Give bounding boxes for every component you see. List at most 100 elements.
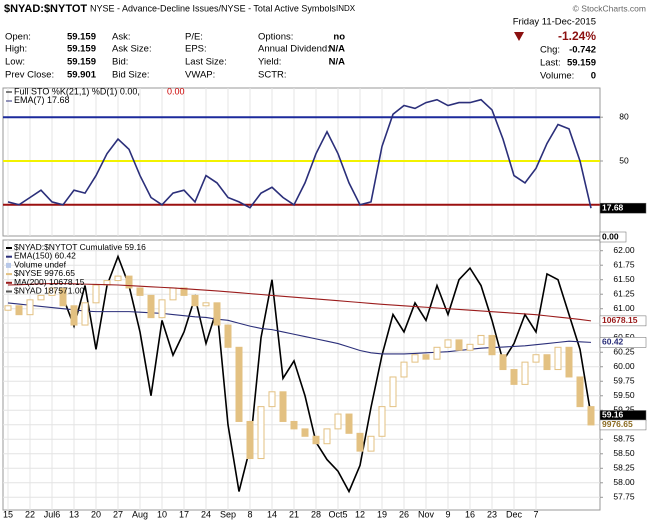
legend-value: 0.00 <box>167 86 185 96</box>
candle <box>378 406 386 437</box>
field-label: P/E: <box>185 32 203 43</box>
down-arrow <box>514 32 524 41</box>
candle <box>477 334 485 345</box>
x-tick-label: 7 <box>533 509 538 519</box>
x-tick-label: Nov <box>418 509 435 519</box>
x-tick-label: 17 <box>179 509 189 519</box>
y-tick-label: 59.25 <box>613 405 635 415</box>
x-tick-label: 12 <box>355 509 365 519</box>
value-tag: 17.68 <box>602 202 624 212</box>
legend-text: Full STO %K(21,1) %D(1) 0.00, <box>14 86 140 96</box>
candle <box>466 343 474 351</box>
y-tick-label: 61.25 <box>613 288 635 298</box>
candle <box>26 299 34 316</box>
field-label: VWAP: <box>185 70 215 81</box>
field-value: no <box>333 32 345 43</box>
field-label: Bid Size: <box>112 70 150 81</box>
x-tick-label: 27 <box>113 509 123 519</box>
field-value: 59.901 <box>67 70 97 81</box>
candle <box>136 287 144 296</box>
x-tick-label: 19 <box>377 509 387 519</box>
y-tick-label: 60.00 <box>613 361 635 371</box>
legend-name: MA(200) <box>14 277 47 287</box>
value-tag: 9976.65 <box>602 419 633 429</box>
field-label: High: <box>5 44 27 55</box>
candle <box>400 361 408 378</box>
y-tick-label: 62.00 <box>613 245 635 255</box>
value-tag-box <box>599 231 627 243</box>
candle <box>125 275 133 289</box>
x-tick-label: 14 <box>267 509 277 519</box>
field-label: Annual Dividend: <box>258 44 330 55</box>
quote-date: Friday 11-Dec-2015 <box>513 17 596 28</box>
candle <box>169 287 177 301</box>
candle <box>180 287 188 296</box>
x-tick-label: 8 <box>247 509 252 519</box>
x-tick-label: 13 <box>69 509 79 519</box>
field-label: Yield: <box>258 57 281 68</box>
x-tick-label: 26 <box>399 509 409 519</box>
candle <box>213 302 221 326</box>
value-tag-box <box>599 202 647 214</box>
x-tick-label: Dec <box>506 509 523 519</box>
y-tick-label: 59.75 <box>613 376 635 386</box>
field-label: Options: <box>258 32 293 43</box>
candle <box>433 346 441 360</box>
y-tick-label: 61.75 <box>613 259 635 269</box>
candle <box>235 346 243 422</box>
field-label: Ask: <box>112 32 130 43</box>
field-label: Open: <box>5 32 31 43</box>
field-label: Prev Close: <box>5 70 54 81</box>
price-panel <box>2 239 601 511</box>
series-line <box>7 282 592 322</box>
y-tick-label: 59.50 <box>613 390 635 400</box>
candle <box>356 432 364 452</box>
candle <box>246 420 254 460</box>
legend-swatch <box>6 262 11 268</box>
candle <box>114 275 122 282</box>
x-tick-label: 10 <box>157 509 167 519</box>
y-tick-label: 61.50 <box>613 274 635 284</box>
quote-label: Last: <box>540 58 561 69</box>
field-value: 59.159 <box>67 44 96 55</box>
field-value: 59.159 <box>67 32 96 43</box>
y-tick-label: 58.25 <box>613 463 635 473</box>
value-tag: 0.00 <box>602 231 619 241</box>
candle <box>15 305 23 316</box>
candle <box>554 346 562 371</box>
legend-entry: EMA(7) 17.68 <box>14 95 70 105</box>
legend-entry: Volume undef <box>14 260 67 270</box>
legend-entry: EMA(150) 60.42 <box>14 251 76 261</box>
legend-name: $NYAD <box>14 286 42 296</box>
x-tick-label: 20 <box>91 509 101 519</box>
legend-name: EMA(150) <box>14 251 52 261</box>
candle <box>301 428 309 437</box>
candle <box>81 302 89 326</box>
series-line <box>7 98 592 209</box>
value-tag: 60.42 <box>602 337 624 347</box>
legend-entry: $NYSE 9976.65 <box>14 268 75 278</box>
y-tick-label: 58.75 <box>613 434 635 444</box>
candle <box>422 354 430 360</box>
candle <box>312 435 320 445</box>
field-label: Bid: <box>112 57 128 68</box>
x-tick-label: 28 <box>311 509 321 519</box>
candle <box>257 406 265 460</box>
candle <box>444 339 452 348</box>
field-value: N/A <box>329 57 346 68</box>
x-tick-label: 21 <box>289 509 299 519</box>
exchange: INDX <box>336 4 356 13</box>
x-tick-label: 22 <box>25 509 35 519</box>
quote-value: -0.742 <box>569 45 596 56</box>
legend-last: 60.42 <box>55 251 77 261</box>
legend-entry: $NYAD:$NYTOT Cumulative 59.16 <box>14 242 146 252</box>
y-tick-label: 60.25 <box>613 346 635 356</box>
candle <box>202 302 210 307</box>
x-tick-label: 15 <box>3 509 13 519</box>
value-tag-box <box>599 419 647 431</box>
candle <box>345 413 353 434</box>
legend-entry: $NYAD 187571.00 <box>14 286 85 296</box>
candle <box>543 354 551 371</box>
description: NYSE - Advance-Decline Issues/NYSE - Tot… <box>90 3 336 13</box>
